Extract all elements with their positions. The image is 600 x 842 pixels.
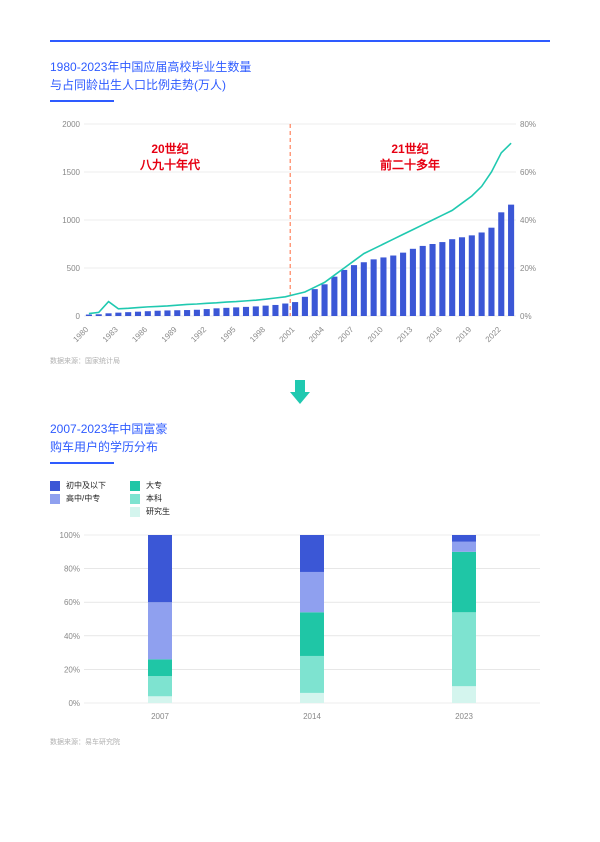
chart1-title-l1: 1980-2023年中国应届高校毕业生数量 xyxy=(50,58,550,76)
svg-text:0%: 0% xyxy=(68,699,80,708)
legend-label: 高中/中专 xyxy=(66,493,100,504)
down-arrow-icon xyxy=(286,378,314,406)
legend-swatch xyxy=(130,481,140,491)
svg-text:40%: 40% xyxy=(64,632,80,641)
legend-label: 初中及以下 xyxy=(66,480,106,491)
chart2-title-rule xyxy=(50,462,114,464)
annot-right-l2: 前二十多年 xyxy=(380,158,440,174)
svg-text:1500: 1500 xyxy=(62,168,80,177)
top-rule xyxy=(50,40,550,42)
chart1: 0 0% 500 20% 1000 40% 1500 60% 2000 80% 1980 1983 19… xyxy=(50,116,550,346)
svg-text:2004: 2004 xyxy=(307,325,326,344)
svg-text:1000: 1000 xyxy=(62,216,80,225)
svg-text:80%: 80% xyxy=(520,120,536,129)
chart2-title-l1: 2007-2023年中国富豪 xyxy=(50,420,550,438)
svg-text:1992: 1992 xyxy=(189,325,208,344)
svg-text:2014: 2014 xyxy=(303,712,321,721)
svg-text:2016: 2016 xyxy=(425,325,444,344)
chart2-svg: 0% 20% 40% 60% 80% 100% 2007 2014 2023 xyxy=(50,527,550,727)
legend-item: 大专 xyxy=(130,480,170,491)
legend-item: 初中及以下 xyxy=(50,480,106,491)
chart1-svg: 0 0% 500 20% 1000 40% 1500 60% 2000 80% 1980 1983 19… xyxy=(50,116,550,346)
legend-swatch xyxy=(130,494,140,504)
chart2-title: 2007-2023年中国富豪 购车用户的学历分布 xyxy=(50,420,550,456)
chart2: 0% 20% 40% 60% 80% 100% 2007 2014 2023 xyxy=(50,527,550,727)
svg-text:80%: 80% xyxy=(64,565,80,574)
svg-text:2010: 2010 xyxy=(366,325,385,344)
svg-text:0: 0 xyxy=(76,312,81,321)
svg-text:0%: 0% xyxy=(520,312,532,321)
legend-item: 高中/中专 xyxy=(50,493,106,504)
svg-text:20%: 20% xyxy=(64,665,80,674)
svg-text:60%: 60% xyxy=(64,598,80,607)
svg-text:500: 500 xyxy=(67,264,81,273)
svg-text:1980: 1980 xyxy=(71,325,90,344)
svg-text:20%: 20% xyxy=(520,264,536,273)
svg-text:40%: 40% xyxy=(520,216,536,225)
svg-text:2001: 2001 xyxy=(278,325,297,344)
svg-text:2019: 2019 xyxy=(454,325,473,344)
legend-swatch xyxy=(50,494,60,504)
legend-swatch xyxy=(130,507,140,517)
chart2-legend: 初中及以下高中/中专 大专本科研究生 xyxy=(50,478,550,519)
svg-text:100%: 100% xyxy=(60,531,80,540)
svg-text:1995: 1995 xyxy=(219,325,238,344)
chart2-title-l2: 购车用户的学历分布 xyxy=(50,438,550,456)
legend-label: 本科 xyxy=(146,493,162,504)
annot-left-l1: 20世纪 xyxy=(140,142,200,158)
chart1-source: 数据来源：国家统计局 xyxy=(50,356,550,366)
svg-text:2007: 2007 xyxy=(336,325,355,344)
svg-text:1998: 1998 xyxy=(248,325,267,344)
annot-left-l2: 八九十年代 xyxy=(140,158,200,174)
legend-label: 研究生 xyxy=(146,506,170,517)
svg-text:2013: 2013 xyxy=(395,325,414,344)
legend-swatch xyxy=(50,481,60,491)
svg-text:1989: 1989 xyxy=(160,325,179,344)
svg-text:1983: 1983 xyxy=(101,325,120,344)
chart1-annot-right: 21世纪 前二十多年 xyxy=(380,142,440,173)
chart2-source: 数据来源：易车研究院 xyxy=(50,737,550,747)
svg-text:2023: 2023 xyxy=(455,712,473,721)
annot-right-l1: 21世纪 xyxy=(380,142,440,158)
svg-text:2022: 2022 xyxy=(484,325,503,344)
svg-text:60%: 60% xyxy=(520,168,536,177)
svg-text:2000: 2000 xyxy=(62,120,80,129)
chart1-title-rule xyxy=(50,100,114,102)
svg-text:2007: 2007 xyxy=(151,712,169,721)
legend-item: 研究生 xyxy=(130,506,170,517)
legend-label: 大专 xyxy=(146,480,162,491)
svg-text:1986: 1986 xyxy=(130,325,149,344)
chart1-annot-left: 20世纪 八九十年代 xyxy=(140,142,200,173)
legend-item: 本科 xyxy=(130,493,170,504)
chart1-title: 1980-2023年中国应届高校毕业生数量 与占同龄出生人口比例走势(万人) xyxy=(50,58,550,94)
chart1-title-l2: 与占同龄出生人口比例走势(万人) xyxy=(50,76,550,94)
